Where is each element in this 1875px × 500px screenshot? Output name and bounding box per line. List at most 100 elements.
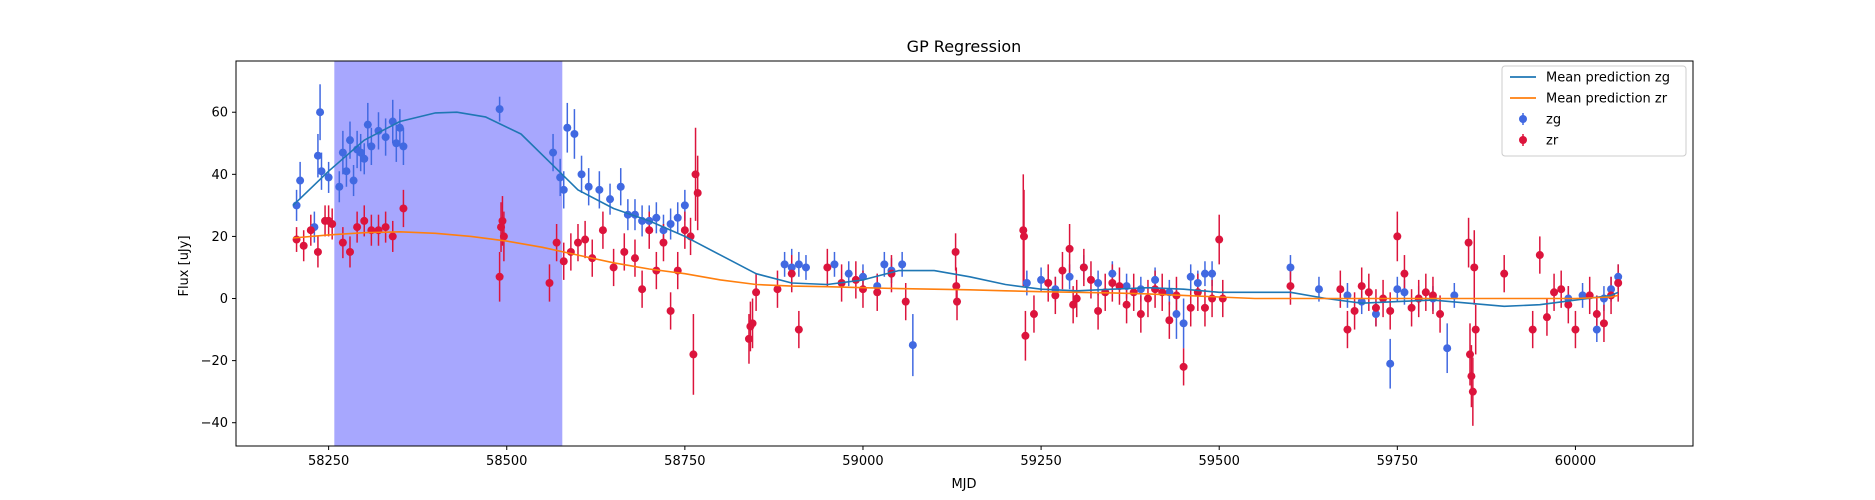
- point-zr: [1215, 235, 1224, 244]
- point-zr: [1108, 278, 1117, 287]
- point-zg: [316, 108, 325, 117]
- point-zr: [1200, 303, 1209, 312]
- point-zg: [559, 185, 568, 194]
- legend: Mean prediction zg Mean prediction zr zg zr: [1501, 65, 1687, 157]
- point-zr: [1528, 325, 1537, 334]
- y-tick-label: −20: [201, 354, 228, 369]
- y-tick-label: 60: [211, 106, 228, 121]
- x-tick-label: 59500: [1199, 454, 1240, 469]
- point-zg: [317, 167, 326, 176]
- point-zg: [673, 213, 682, 222]
- point-zr: [1465, 350, 1474, 359]
- point-zg: [1037, 275, 1046, 284]
- x-tick-label: 58750: [664, 454, 705, 469]
- point-zr: [609, 263, 618, 272]
- point-zg: [335, 182, 344, 191]
- x-tick-label: 59000: [842, 454, 883, 469]
- x-tick-label: 59750: [1377, 454, 1418, 469]
- point-zg: [1314, 285, 1323, 294]
- point-zr: [1350, 306, 1359, 315]
- y-tick-label: 0: [220, 292, 228, 307]
- point-zr: [1468, 387, 1477, 396]
- point-zr: [1208, 294, 1217, 303]
- point-zr: [873, 288, 882, 297]
- point-zg: [584, 182, 593, 191]
- point-zr: [1058, 266, 1067, 275]
- point-zg: [1386, 359, 1395, 368]
- point-zg: [313, 151, 322, 160]
- point-zr: [1407, 303, 1416, 312]
- point-zr: [1122, 300, 1131, 309]
- point-zg: [844, 269, 853, 278]
- point-zr: [495, 272, 504, 281]
- point-zr: [1021, 331, 1030, 340]
- point-zr: [498, 216, 507, 225]
- legend-label: zg: [1546, 113, 1561, 128]
- point-zr: [306, 226, 315, 235]
- mean-prediction-line-1: [292, 231, 1619, 300]
- point-zr: [951, 247, 960, 256]
- legend-label: Mean prediction zg: [1546, 71, 1670, 86]
- point-zr: [794, 325, 803, 334]
- point-zg: [780, 260, 789, 269]
- point-zr: [693, 188, 702, 197]
- point-zg: [898, 260, 907, 269]
- legend-marker-swatch: [1519, 136, 1527, 144]
- point-zg: [1286, 263, 1295, 272]
- point-zg: [606, 195, 615, 204]
- point-zg: [338, 148, 347, 157]
- point-zg: [1022, 278, 1031, 287]
- point-zg: [666, 220, 675, 229]
- point-zg: [1065, 272, 1074, 281]
- point-zg: [392, 139, 401, 148]
- point-zr: [645, 226, 654, 235]
- point-zr: [1542, 313, 1551, 322]
- point-zg: [1186, 272, 1195, 281]
- point-zr: [399, 204, 408, 213]
- point-zr: [1535, 251, 1544, 260]
- point-zg: [1443, 344, 1452, 353]
- point-zg: [801, 263, 810, 272]
- point-zr: [1079, 263, 1088, 272]
- point-zg: [1094, 278, 1103, 287]
- point-zg: [349, 176, 358, 185]
- point-zg: [680, 201, 689, 210]
- point-zg: [794, 260, 803, 269]
- point-zr: [689, 350, 698, 359]
- point-zg: [1400, 288, 1409, 297]
- point-zr: [1550, 288, 1559, 297]
- point-zg: [1614, 272, 1623, 281]
- point-zg: [563, 123, 572, 132]
- point-zr: [1470, 263, 1479, 272]
- point-zg: [1371, 310, 1380, 319]
- point-zg: [652, 213, 661, 222]
- point-zr: [1592, 310, 1601, 319]
- x-tick-label: 60000: [1555, 454, 1596, 469]
- point-zr: [1386, 306, 1395, 315]
- legend-label: zr: [1546, 134, 1559, 149]
- point-zr: [598, 226, 607, 235]
- point-zg: [345, 136, 354, 145]
- x-tick-label: 58250: [308, 454, 349, 469]
- point-zr: [638, 285, 647, 294]
- point-zr: [1165, 316, 1174, 325]
- point-zg: [1151, 275, 1160, 284]
- point-zr: [1094, 306, 1103, 315]
- point-zg: [1200, 269, 1209, 278]
- point-zr: [1051, 291, 1060, 300]
- point-zr: [1143, 294, 1152, 303]
- point-zr: [620, 247, 629, 256]
- point-zg: [1193, 278, 1202, 287]
- x-tick-label: 58500: [486, 454, 527, 469]
- point-zg: [1450, 291, 1459, 300]
- legend-box: [1501, 65, 1687, 157]
- point-zg: [324, 173, 333, 182]
- point-zg: [1592, 325, 1601, 334]
- point-zr: [630, 254, 639, 263]
- point-zr: [1286, 282, 1295, 291]
- point-zr: [552, 238, 561, 247]
- point-zg: [908, 341, 917, 350]
- point-zr: [1151, 285, 1160, 294]
- point-zr: [345, 247, 354, 256]
- point-zr: [680, 226, 689, 235]
